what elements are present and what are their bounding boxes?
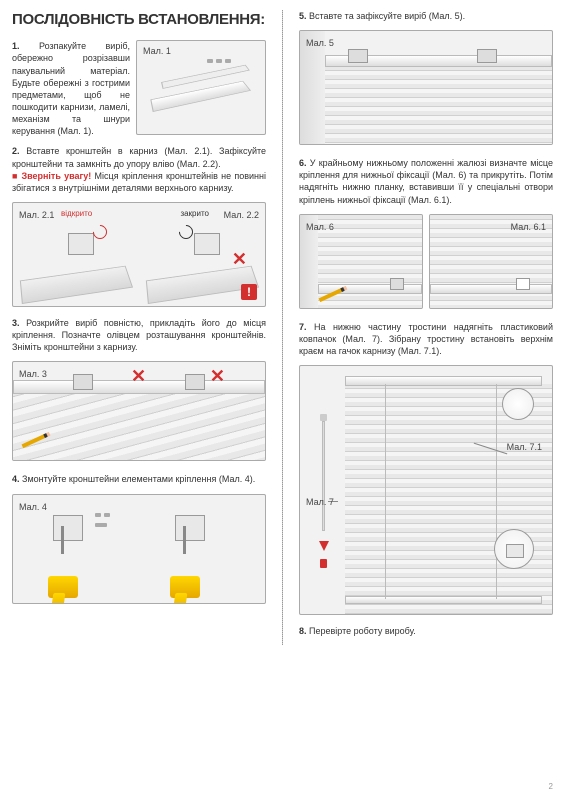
figure-5: Мал. 5	[299, 30, 553, 145]
figure-6-1: Мал. 6.1	[429, 214, 553, 309]
fig6-label: Мал. 6	[306, 221, 334, 233]
drill-icon	[48, 548, 88, 598]
step-1: 1. Розпакуйте виріб, обережно розрізавши…	[12, 40, 266, 137]
right-column: 5. Вставте та зафіксуйте виріб (Мал. 5).…	[299, 10, 553, 645]
step-5: 5. Вставте та зафіксуйте виріб (Мал. 5).	[299, 10, 553, 22]
column-divider	[282, 10, 283, 645]
figure-1: Мал. 1	[136, 40, 266, 135]
closed-label: закрито	[180, 209, 209, 220]
title: ПОСЛІДОВНІСТЬ ВСТАНОВЛЕННЯ:	[12, 10, 266, 30]
step-3: 3. Розкрийте виріб повністю, прикладіть …	[12, 317, 266, 353]
figure-4: Мал. 4	[12, 494, 266, 604]
rod-icon	[322, 421, 325, 531]
alert-icon: !	[241, 284, 257, 300]
arrow-down-icon	[319, 541, 329, 551]
fig71-label: Мал. 7.1	[507, 441, 542, 453]
x-icon: ✕	[131, 364, 146, 388]
step8-text: 8. Перевірте роботу виробу.	[299, 625, 553, 637]
fig5-label: Мал. 5	[306, 37, 334, 49]
step3-text: 3. Розкрийте виріб повністю, прикладіть …	[12, 317, 266, 353]
fig21-label: Мал. 2.1	[19, 209, 54, 221]
step-6: 6. У крайньому нижньому положенні жалюзі…	[299, 157, 553, 206]
step-2: 2. Вставте кронштейн в карниз (Мал. 2.1)…	[12, 145, 266, 194]
step-7: 7. На нижню частину тростини надягніть п…	[299, 321, 553, 357]
fig7-label: Мал. 7	[306, 496, 334, 508]
step7-text: 7. На нижню частину тростини надягніть п…	[299, 321, 553, 357]
fig22-label: Мал. 2.2	[224, 209, 259, 221]
open-label: відкрито	[61, 209, 92, 220]
step2-text: 2. Вставте кронштейн в карниз (Мал. 2.1)…	[12, 145, 266, 194]
step-8: 8. Перевірте роботу виробу.	[299, 625, 553, 637]
page-number: 2	[549, 782, 553, 793]
drill-icon	[170, 548, 210, 598]
figure-6: Мал. 6	[299, 214, 423, 309]
figure-2: Мал. 2.1 відкрито закрито Мал. 2.2 ✕ !	[12, 202, 266, 307]
x-icon: ✕	[232, 247, 247, 271]
fig1-label: Мал. 1	[143, 45, 171, 57]
figure-3: Мал. 3 ✕ ✕	[12, 361, 266, 461]
fig61-label: Мал. 6.1	[511, 221, 546, 233]
figure-7: Мал. 7 Мал. 7.1	[299, 365, 553, 615]
left-column: ПОСЛІДОВНІСТЬ ВСТАНОВЛЕННЯ: 1. Розпакуйт…	[12, 10, 266, 645]
step4-text: 4. Змонтуйте кронштейни елементами кріпл…	[12, 473, 266, 485]
step5-text: 5. Вставте та зафіксуйте виріб (Мал. 5).	[299, 10, 553, 22]
x-icon: ✕	[210, 364, 225, 388]
fig3-label: Мал. 3	[19, 368, 47, 380]
step1-text: 1. Розпакуйте виріб, обережно розрізавши…	[12, 40, 130, 137]
step-4: 4. Змонтуйте кронштейни елементами кріпл…	[12, 473, 266, 485]
fig4-label: Мал. 4	[19, 501, 47, 513]
step6-text: 6. У крайньому нижньому положенні жалюзі…	[299, 157, 553, 206]
